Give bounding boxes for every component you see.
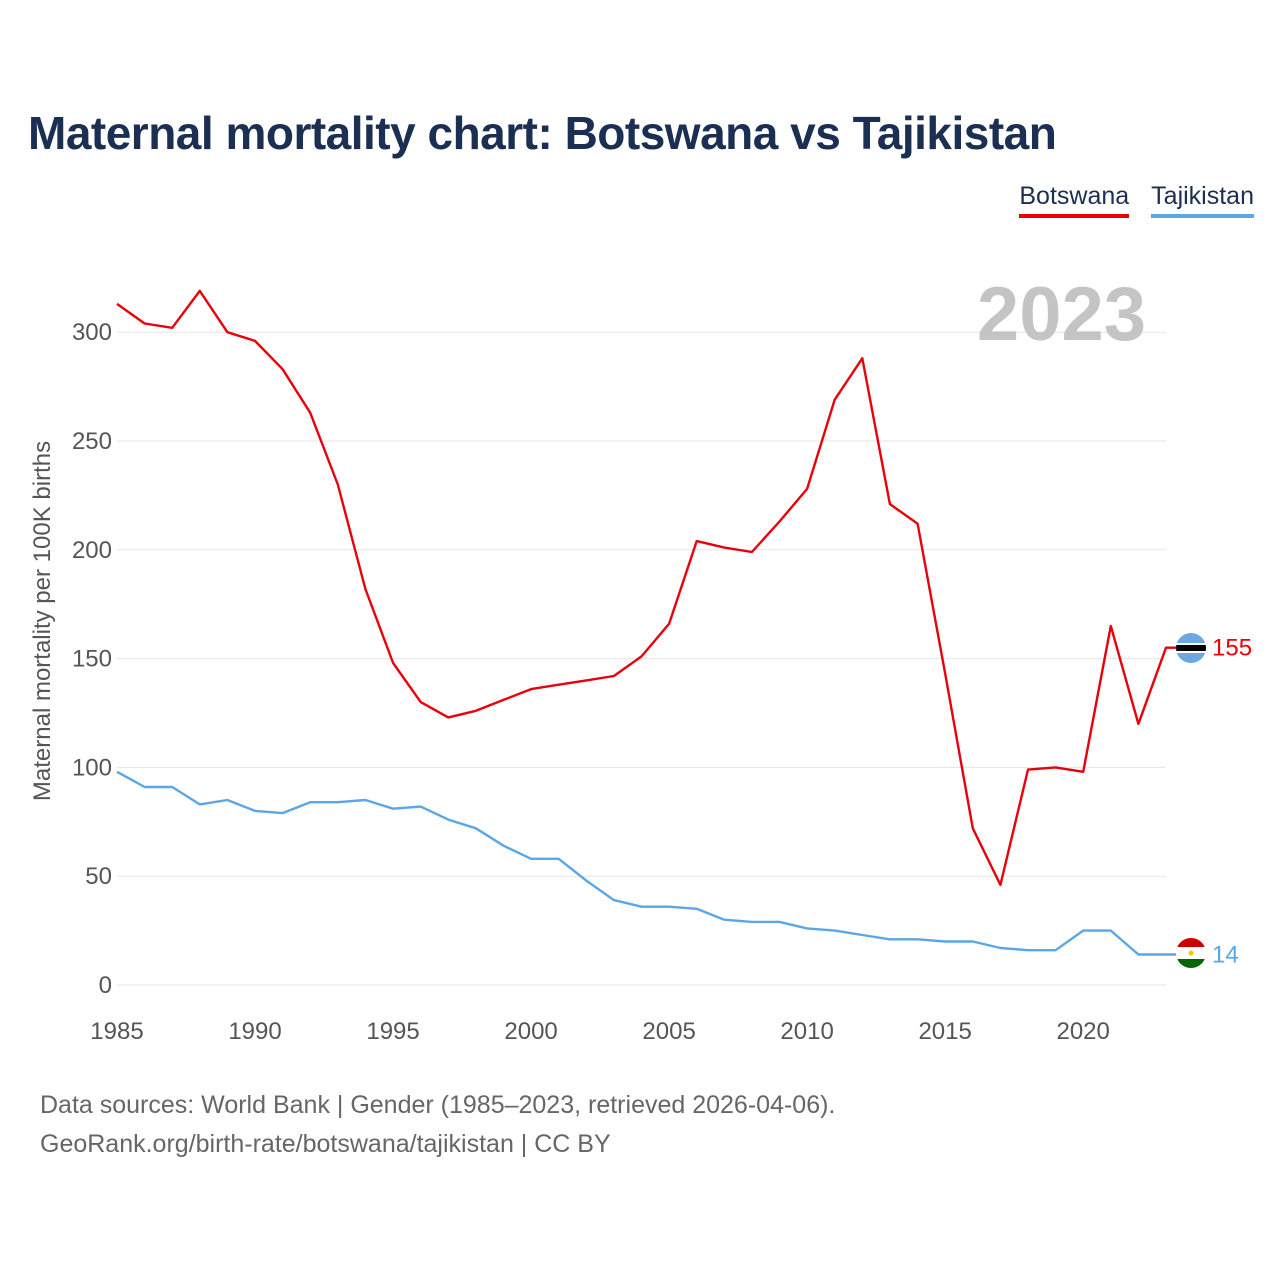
end-label-botswana: 155 bbox=[1212, 635, 1252, 662]
legend-item-tajikistan[interactable]: Tajikistan bbox=[1151, 182, 1254, 218]
series-lines bbox=[116, 289, 1176, 956]
y-tick-label-150: 150 bbox=[72, 646, 112, 673]
x-tick-label-1990: 1990 bbox=[228, 1018, 281, 1045]
x-tick-label-1995: 1995 bbox=[366, 1018, 419, 1045]
x-tick-label-2010: 2010 bbox=[780, 1018, 833, 1045]
tajikistan-flag-icon bbox=[1176, 938, 1206, 968]
footer: Data sources: World Bank | Gender (1985–… bbox=[40, 1086, 835, 1164]
y-tick-label-250: 250 bbox=[72, 428, 112, 455]
year-watermark: 2023 bbox=[977, 272, 1146, 357]
x-tick-label-1985: 1985 bbox=[90, 1018, 143, 1045]
y-tick-label-0: 0 bbox=[99, 972, 112, 999]
x-tick-label-2020: 2020 bbox=[1056, 1018, 1109, 1045]
y-axis-title: Maternal mortality per 100K births bbox=[29, 441, 56, 801]
legend-item-botswana[interactable]: Botswana bbox=[1019, 182, 1130, 218]
x-tick-label-2005: 2005 bbox=[642, 1018, 695, 1045]
x-tick-label-2000: 2000 bbox=[504, 1018, 557, 1045]
end-labels: 155 14 bbox=[1212, 635, 1252, 969]
grid-lines bbox=[117, 331, 1166, 986]
y-tick-label-300: 300 bbox=[72, 319, 112, 346]
data-source-note: Data sources: World Bank | Gender (1985–… bbox=[40, 1091, 836, 1119]
y-tick-label-100: 100 bbox=[72, 754, 112, 781]
x-axis-ticks: 1985 1990 1995 2000 2005 2010 2015 2020 bbox=[90, 1018, 1110, 1045]
y-axis-ticks: 0 50 100 150 200 250 300 bbox=[72, 319, 112, 999]
y-tick-label-200: 200 bbox=[72, 537, 112, 564]
series-line-botswana[interactable] bbox=[116, 289, 1176, 887]
chart-title: Maternal mortality chart: Botswana vs Ta… bbox=[28, 107, 1057, 159]
source-link[interactable]: GeoRank.org/birth-rate/botswana/tajikist… bbox=[40, 1130, 611, 1158]
end-label-tajikistan: 14 bbox=[1212, 942, 1239, 969]
legend: Botswana Tajikistan bbox=[1019, 182, 1254, 218]
y-tick-label-50: 50 bbox=[85, 863, 112, 890]
x-tick-label-2015: 2015 bbox=[918, 1018, 971, 1045]
series-line-tajikistan[interactable] bbox=[116, 770, 1176, 956]
botswana-flag-icon bbox=[1176, 633, 1206, 663]
